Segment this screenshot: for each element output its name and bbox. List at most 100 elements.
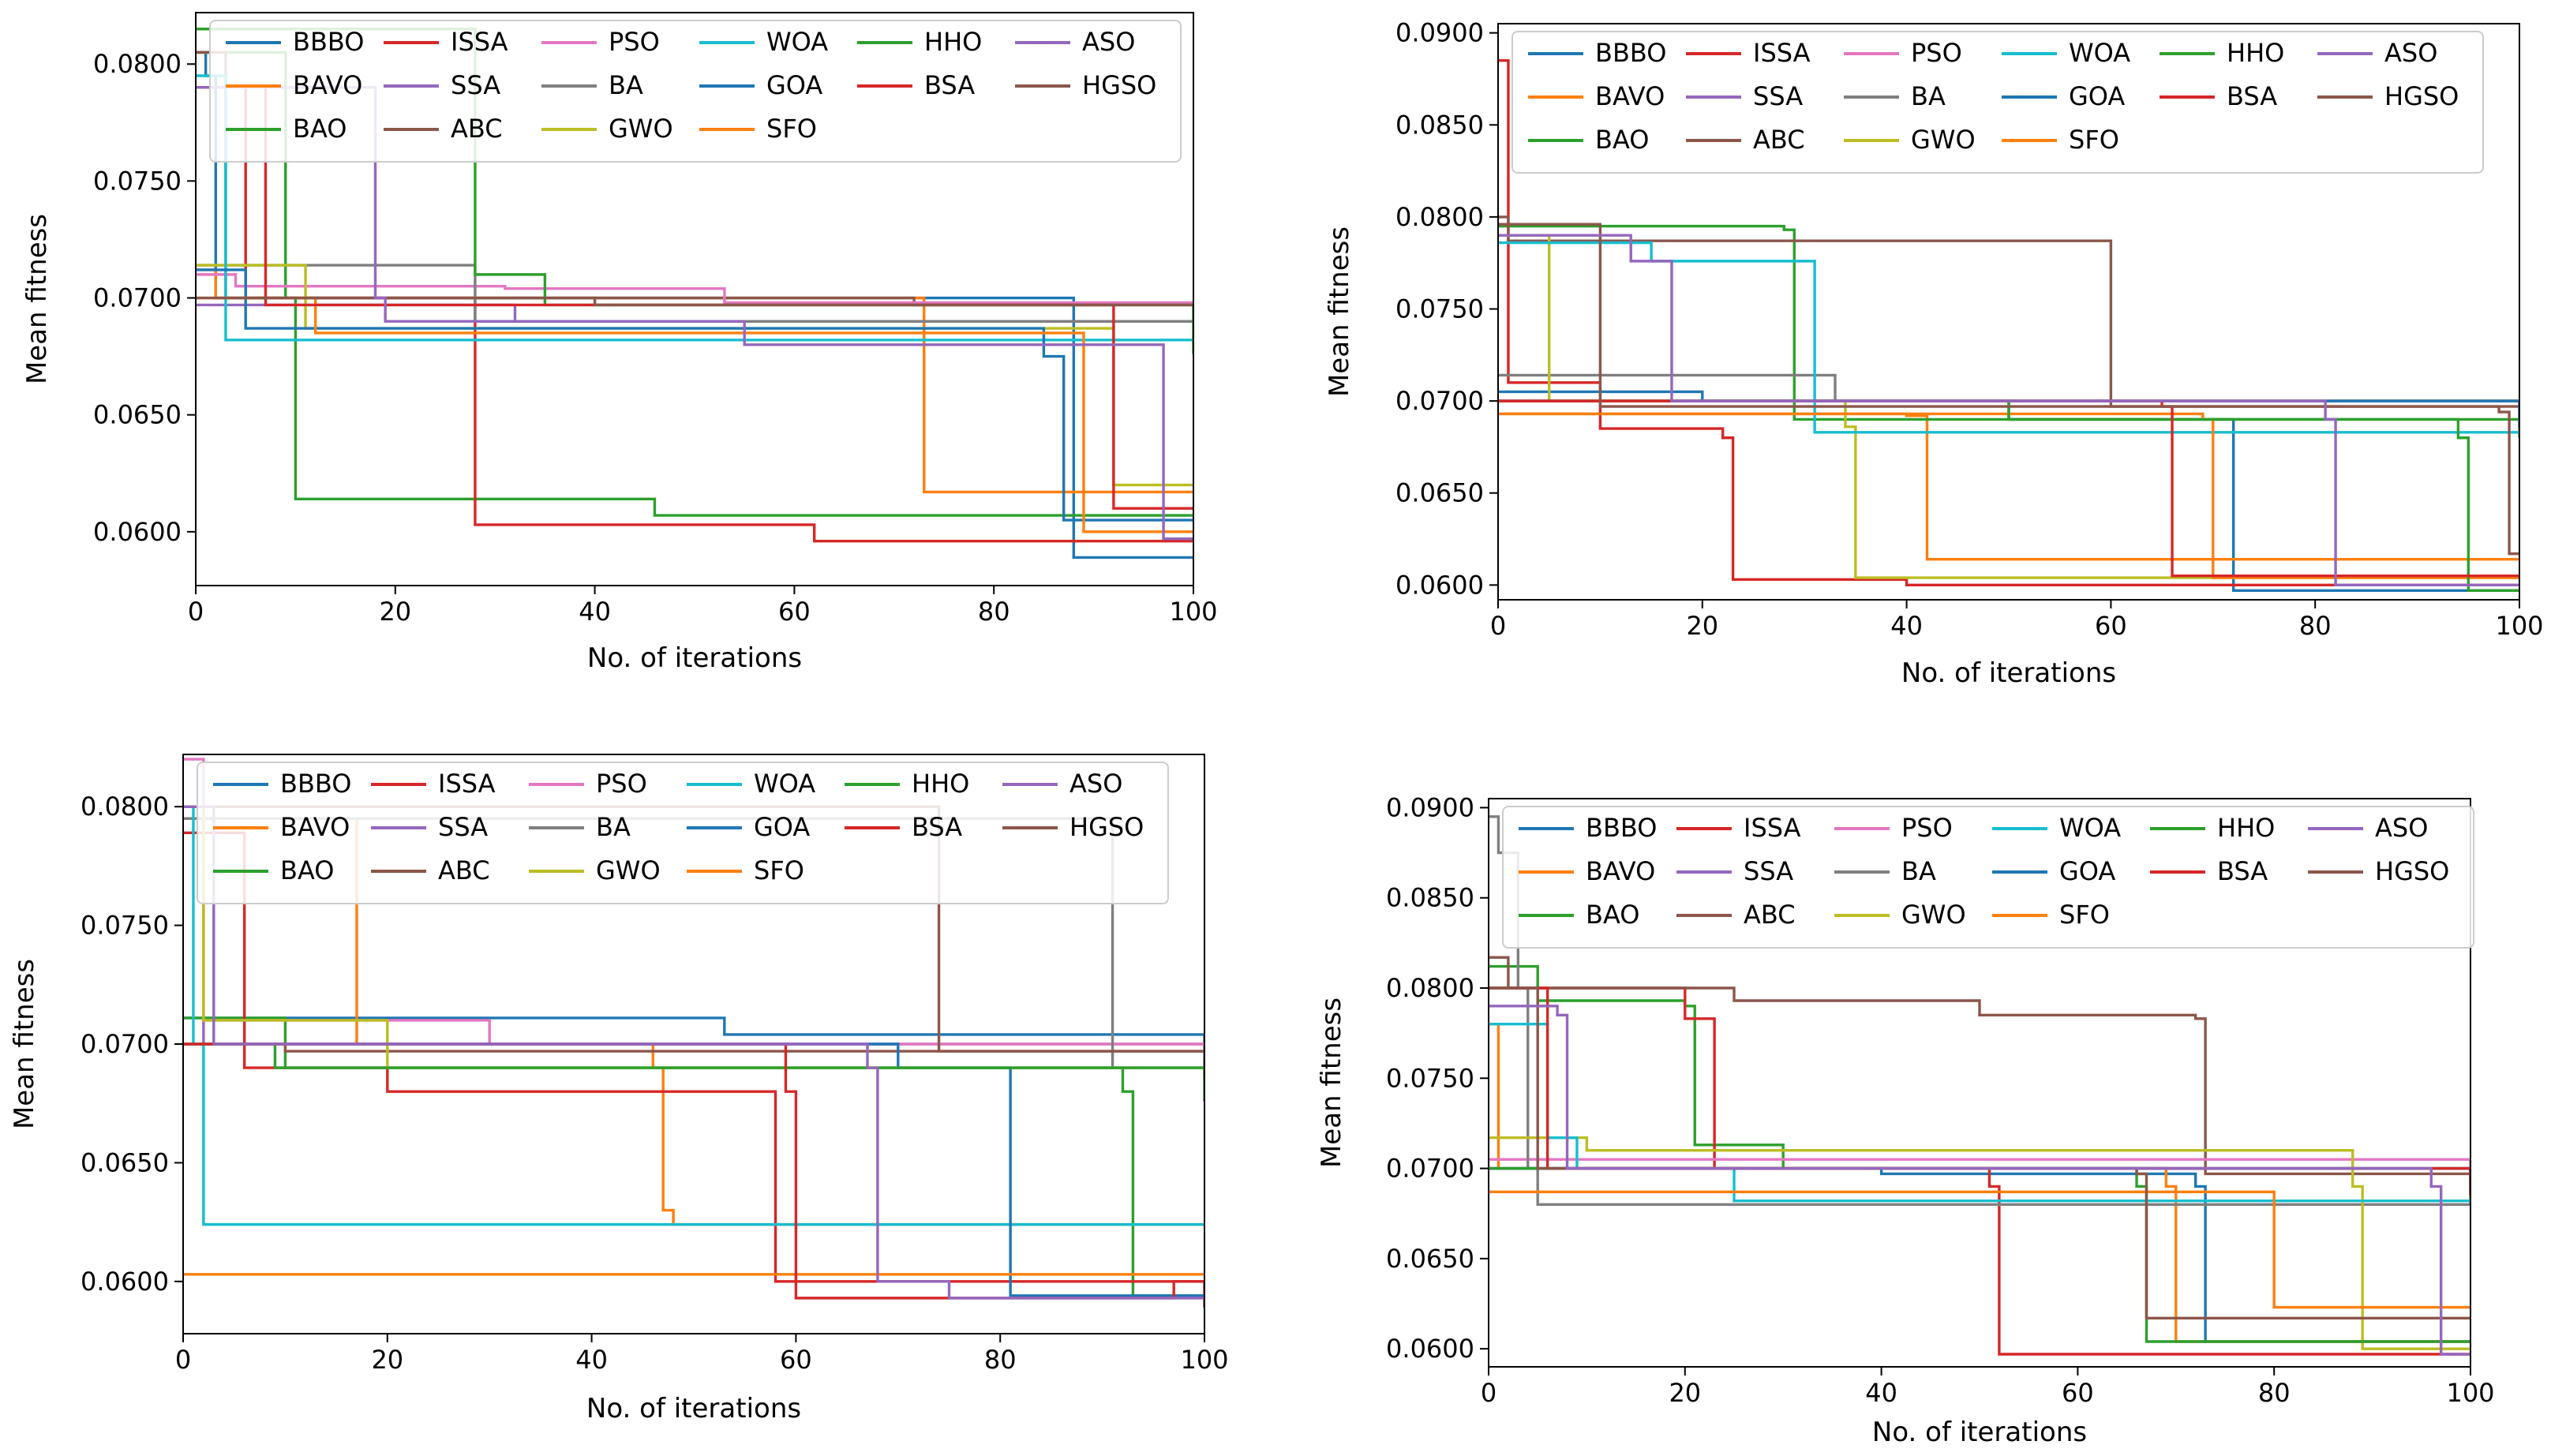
c0-legend-label-goa: GOA: [766, 70, 822, 100]
c1-axes-frame: [1497, 23, 2520, 601]
c3-legend-label-aso: ASO: [2375, 813, 2428, 843]
c3-series-ssa: [1489, 1166, 2470, 1187]
c3-legend-box: [1502, 806, 2474, 949]
c1-series-hgso: [1498, 223, 2519, 556]
c2-series-goa: [183, 1042, 1204, 1297]
c0-legend-label-hho: HHO: [924, 27, 982, 57]
c0-legend-label-gwo: GWO: [609, 114, 673, 144]
c0-xtick-label-5: 100: [1169, 597, 1217, 627]
c3-legend-label-ba: BA: [1901, 856, 1936, 886]
c1-x-axis-label: No. of iterations: [1901, 657, 2116, 689]
c1-series-woa: [1498, 241, 2519, 434]
c1-series-hho: [1498, 399, 2519, 593]
c1-legend-label-sfo: SFO: [2069, 125, 2119, 155]
c0-series-hgso: [196, 296, 1193, 307]
c0-legend-label-sfo: SFO: [766, 114, 817, 144]
c1-xtick-label-5: 100: [2495, 611, 2543, 641]
c3-series-sfo: [1489, 1190, 2470, 1309]
c2-legend-label-abc: ABC: [438, 855, 490, 885]
c2-legend-label-issa: ISSA: [438, 769, 496, 799]
c2-xtick-label-3: 60: [780, 1345, 812, 1375]
c3-x-axis-label: No. of iterations: [1872, 1417, 2087, 1448]
c0-legend-label-bbbo: BBBO: [293, 27, 364, 57]
c1-xtick-label-4: 80: [2299, 611, 2332, 641]
c3-series-abc: [1489, 956, 2470, 1176]
c3-legend-label-bbbo: BBBO: [1586, 813, 1657, 843]
c2-xtick-label-0: 0: [175, 1345, 191, 1375]
c2-ytick-label-0: 0.0600: [81, 1267, 169, 1297]
c3-xtick-label-1: 20: [1669, 1378, 1701, 1408]
c1-series-bavo: [1498, 412, 2519, 561]
c0-xtick-label-1: 20: [379, 597, 411, 627]
c3-xtick-label-0: 0: [1481, 1378, 1497, 1408]
c3-y-axis-label: Mean fitness: [1316, 997, 1347, 1168]
c1-xtick-label-0: 0: [1490, 611, 1506, 641]
c2-series-bao: [183, 1016, 1204, 1297]
c3-series-aso: [1489, 1005, 2470, 1356]
c0-axes-frame: [195, 12, 1194, 586]
c3-series-pso: [1489, 1158, 2470, 1181]
c0-series-sfo: [196, 296, 1193, 533]
c3-series-hgso: [1489, 986, 2470, 1319]
c2-legend-label-aso: ASO: [1069, 769, 1122, 799]
chart-top-right-svg: 0 20 40 60 80 100 0.0600 0.0650 0.0700 0.0750 0.08…: [1324, 18, 2544, 689]
c1-legend-box: [1511, 31, 2484, 174]
chart-top-left-svg: 0 20 40 60 80 100 0.0600 0.0650 0.0700 0.0750 0.08…: [21, 12, 1218, 674]
c3-series-bbbo: [1489, 1166, 2470, 1343]
c0-legend-label-ssa: SSA: [451, 70, 500, 100]
c1-series-issa: [1498, 58, 2519, 587]
c2-legend-label-gwo: GWO: [596, 855, 661, 885]
c3-ytick-label-6: 0.0900: [1386, 792, 1474, 822]
c2-xtick-label-5: 100: [1180, 1345, 1228, 1375]
c2-series-bsa: [183, 1042, 1204, 1300]
chart-bottom-left: 0 20 40 60 80 100 0.0600 0.0650 0.0700 0.0750 0.08…: [0, 726, 1276, 1453]
c1-ytick-label-3: 0.0750: [1395, 294, 1484, 324]
c3-series-hho: [1489, 1166, 2470, 1343]
c0-legend-label-hgso: HGSO: [1082, 70, 1156, 100]
c0-legend-label-bao: BAO: [293, 114, 347, 144]
c3-legend-label-bsa: BSA: [2217, 856, 2268, 886]
c3-legend-label-gwo: GWO: [1901, 900, 1966, 930]
c1-legend-label-bavo: BAVO: [1595, 81, 1665, 111]
c2-series-bbbo: [183, 1016, 1204, 1069]
c0-xtick-label-0: 0: [188, 597, 204, 627]
c0-legend-label-pso: PSO: [609, 27, 660, 57]
c2-legend-label-bao: BAO: [280, 855, 334, 885]
c1-series-bsa: [1498, 399, 2519, 578]
c2-legend-label-hho: HHO: [912, 769, 969, 799]
c1-xtick-label-2: 40: [1890, 611, 1923, 641]
c2-legend-label-sfo: SFO: [754, 855, 804, 885]
chart-bottom-left-svg: 0 20 40 60 80 100 0.0600 0.0650 0.0700 0.0750 0.08…: [9, 754, 1229, 1424]
c2-legend-label-pso: PSO: [596, 769, 647, 799]
chart-bottom-right-svg: 0 20 40 60 80 100 0.0600 0.0650 0.0700 0.0750 0.08…: [1316, 792, 2495, 1448]
c2-series-issa: [183, 831, 1204, 1308]
c3-legend-label-ssa: SSA: [1744, 856, 1793, 886]
c2-legend-label-bsa: BSA: [912, 812, 962, 842]
c2-legend-label-bavo: BAVO: [280, 812, 350, 842]
c2-legend-box: [197, 762, 1169, 904]
chart-top-left: 0 20 40 60 80 100 0.0600 0.0650 0.0700 0.0750 0.08…: [0, 0, 1276, 726]
c3-ytick-label-0: 0.0600: [1386, 1334, 1474, 1364]
c3-series-group: [1489, 815, 2470, 1356]
c2-legend-label-ba: BA: [596, 812, 631, 842]
c3-legend-label-pso: PSO: [1901, 813, 1953, 843]
c0-xtick-label-2: 40: [579, 597, 611, 627]
c0-xtick-label-3: 60: [778, 597, 811, 627]
c1-legend-label-hgso: HGSO: [2384, 81, 2459, 111]
c0-legend-label-aso: ASO: [1082, 27, 1135, 57]
chart-bottom-right: 0 20 40 60 80 100 0.0600 0.0650 0.0700 0.0750 0.08…: [1276, 726, 2551, 1453]
c1-series-ba: [1498, 373, 2519, 402]
c1-legend-label-bsa: BSA: [2227, 81, 2277, 111]
c3-legend-label-abc: ABC: [1744, 900, 1796, 930]
c0-legend-label-woa: WOA: [766, 27, 828, 57]
c0-legend-label-bavo: BAVO: [293, 70, 362, 100]
c1-legend-label-pso: PSO: [1911, 38, 1962, 68]
c0-x-axis-label: No. of iterations: [587, 642, 802, 674]
c0-legend-label-ba: BA: [609, 70, 643, 100]
c0-xtick-label-4: 80: [978, 597, 1010, 627]
c3-series-goa: [1489, 1166, 2470, 1194]
c3-legend-label-bao: BAO: [1586, 900, 1639, 930]
c1-ytick-label-1: 0.0650: [1395, 478, 1484, 508]
c1-xtick-label-1: 20: [1686, 611, 1718, 641]
c1-series-aso: [1498, 234, 2519, 587]
